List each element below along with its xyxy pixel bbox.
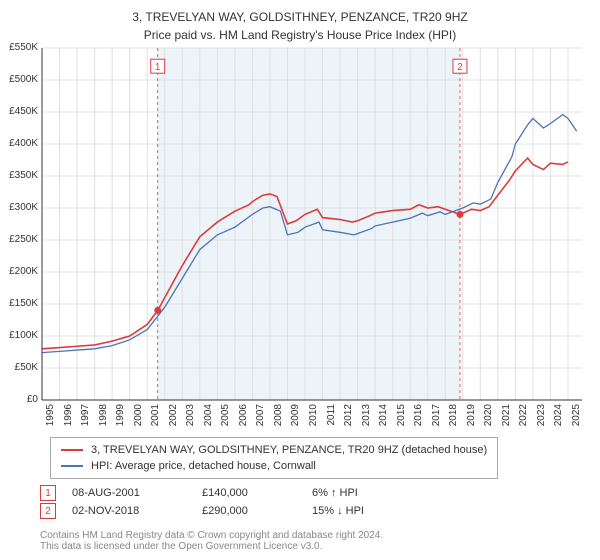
price-chart: 12 — [0, 0, 592, 404]
footer: Contains HM Land Registry data © Crown c… — [40, 530, 383, 552]
svg-text:2: 2 — [457, 62, 463, 73]
footer-line-1: Contains HM Land Registry data © Crown c… — [40, 530, 383, 541]
x-tick-label: 1995 — [45, 404, 56, 426]
marker-price: £140,000 — [202, 487, 312, 499]
x-tick-label: 2019 — [466, 404, 477, 426]
x-tick-label: 2011 — [326, 404, 337, 426]
x-tick-label: 2002 — [168, 404, 179, 426]
x-tick-label: 2023 — [536, 404, 547, 426]
legend-swatch — [61, 449, 83, 451]
x-tick-label: 2025 — [571, 404, 582, 426]
x-tick-label: 2022 — [518, 404, 529, 426]
x-tick-label: 2021 — [501, 404, 512, 426]
x-tick-label: 1997 — [80, 404, 91, 426]
marker-date: 08-AUG-2001 — [72, 487, 202, 499]
marker-delta: 15% ↓ HPI — [312, 505, 432, 517]
marker-table: 1 08-AUG-2001£140,0006% ↑ HPI 2 02-NOV-2018… — [40, 484, 432, 520]
legend-label: 3, TREVELYAN WAY, GOLDSITHNEY, PENZANCE,… — [91, 444, 487, 456]
x-tick-label: 2016 — [413, 404, 424, 426]
legend-item: HPI: Average price, detached house, Corn… — [61, 458, 487, 474]
marker-number-box: 1 — [40, 485, 56, 501]
x-tick-label: 2003 — [185, 404, 196, 426]
x-tick-label: 2024 — [553, 404, 564, 426]
x-tick-label: 2012 — [343, 404, 354, 426]
x-tick-label: 1996 — [63, 404, 74, 426]
footer-line-2: This data is licensed under the Open Gov… — [40, 541, 383, 552]
x-tick-label: 1998 — [98, 404, 109, 426]
legend-label: HPI: Average price, detached house, Corn… — [91, 460, 316, 472]
x-tick-label: 2006 — [238, 404, 249, 426]
marker-row: 2 02-NOV-2018£290,00015% ↓ HPI — [40, 502, 432, 520]
x-tick-label: 2008 — [273, 404, 284, 426]
legend-item: 3, TREVELYAN WAY, GOLDSITHNEY, PENZANCE,… — [61, 442, 487, 458]
x-tick-label: 2009 — [290, 404, 301, 426]
marker-row: 1 08-AUG-2001£140,0006% ↑ HPI — [40, 484, 432, 502]
x-tick-label: 2020 — [483, 404, 494, 426]
x-tick-label: 2017 — [431, 404, 442, 426]
x-tick-label: 2007 — [255, 404, 266, 426]
x-tick-label: 2000 — [133, 404, 144, 426]
marker-number-box: 2 — [40, 503, 56, 519]
x-tick-label: 2004 — [203, 404, 214, 426]
svg-text:1: 1 — [155, 62, 161, 73]
x-tick-label: 2001 — [150, 404, 161, 426]
marker-price: £290,000 — [202, 505, 312, 517]
x-tick-label: 1999 — [115, 404, 126, 426]
legend-swatch — [61, 465, 83, 467]
x-tick-label: 2015 — [396, 404, 407, 426]
x-tick-label: 2005 — [220, 404, 231, 426]
marker-date: 02-NOV-2018 — [72, 505, 202, 517]
legend: 3, TREVELYAN WAY, GOLDSITHNEY, PENZANCE,… — [50, 437, 498, 479]
x-tick-label: 2014 — [378, 404, 389, 426]
marker-delta: 6% ↑ HPI — [312, 487, 432, 499]
x-tick-label: 2013 — [361, 404, 372, 426]
x-tick-label: 2010 — [308, 404, 319, 426]
x-tick-label: 2018 — [448, 404, 459, 426]
